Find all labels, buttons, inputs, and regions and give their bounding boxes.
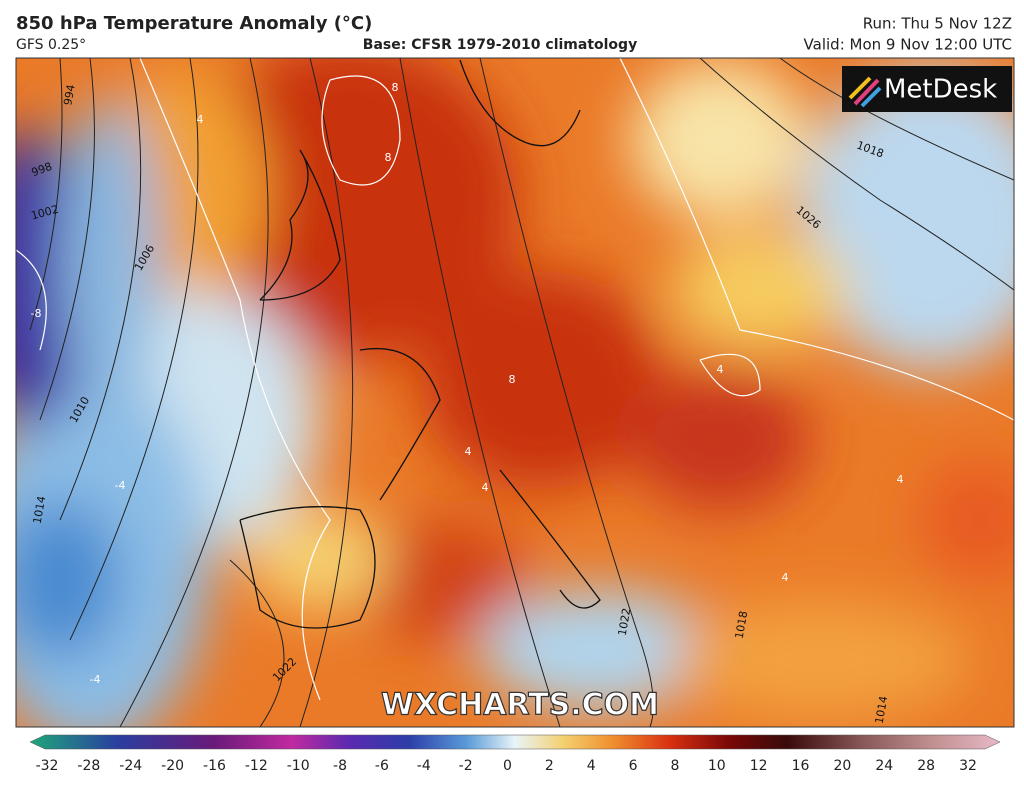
colorbar-tick-label: -4 [417, 758, 431, 774]
base: Base: CFSR 1979-2010 climatology [363, 37, 637, 53]
run: Run: Thu 5 Nov 12Z [863, 15, 1012, 33]
colorbar-tick-label: 12 [750, 758, 768, 774]
isobar-label: 1018 [733, 610, 751, 640]
colorbar: -32 -28 -24 -20 -16 -12 -10 -8 -6 -4 -2 0 2 4 6 8 10 12 16… [29, 734, 1001, 774]
colorbar-tick-label: 10 [708, 758, 726, 774]
isobar-label: 1014 [873, 695, 891, 725]
map-frame [15, 57, 1015, 728]
isobar-label: 1022 [616, 607, 634, 637]
anomaly-label: 4 [482, 481, 489, 494]
anomaly-label: -8 [31, 307, 42, 320]
colorbar-tick-label: -16 [203, 758, 226, 774]
anomaly-label: 8 [385, 151, 392, 164]
anomaly-label: 4 [897, 473, 904, 486]
colorbar-tick-label: -20 [161, 758, 184, 774]
model: GFS 0.25° [16, 37, 86, 53]
colorbar-tick-label: 24 [875, 758, 893, 774]
colorbar-tick-label: -12 [245, 758, 268, 774]
colorbar-tick-label: 16 [792, 758, 810, 774]
isobars [29, 58, 1014, 727]
anomaly-label: 8 [392, 81, 399, 94]
anomaly-label: 4 [465, 445, 472, 458]
colorbar-tick-label: 28 [917, 758, 935, 774]
isobar-label: 1014 [31, 495, 49, 525]
anomaly-label: 4 [717, 363, 724, 376]
anomaly-label: -4 [115, 479, 126, 492]
colorbar-tick-label: -10 [287, 758, 310, 774]
colorbar-tick-label: -24 [119, 758, 142, 774]
watermark: WXCHARTS.COM [381, 688, 659, 723]
valid: Valid: Mon 9 Nov 12:00 UTC [804, 36, 1012, 54]
anomaly-label: 8 [509, 373, 516, 386]
colorbar-tick-label: 0 [503, 758, 512, 774]
colorbar-tick-label: -6 [375, 758, 389, 774]
anomaly-contours [16, 58, 1014, 701]
colorbar-tick-label: 6 [629, 758, 638, 774]
logo-icon [848, 76, 882, 108]
colorbar-tick-label: 20 [833, 758, 851, 774]
coastlines [239, 59, 601, 629]
colorbar-tick-label: 4 [587, 758, 596, 774]
colorbar-tick-label: -28 [77, 758, 100, 774]
title: 850 hPa Temperature Anomaly (°C) [16, 13, 372, 34]
colorbar-tick-label: 8 [670, 758, 679, 774]
isobar-label: 994 [61, 83, 77, 106]
anomaly-label: 4 [197, 113, 204, 126]
colorbar-tick-label: -32 [36, 758, 59, 774]
colorbar-tick-label: -2 [459, 758, 473, 774]
anomaly-label: 4 [782, 571, 789, 584]
colorbar-tick-label: 32 [959, 758, 977, 774]
colorbar-tick-label: -8 [333, 758, 347, 774]
anomaly-label: -4 [90, 673, 101, 686]
colorbar-tick-label: 2 [545, 758, 554, 774]
logo: MetDesk [884, 75, 997, 105]
